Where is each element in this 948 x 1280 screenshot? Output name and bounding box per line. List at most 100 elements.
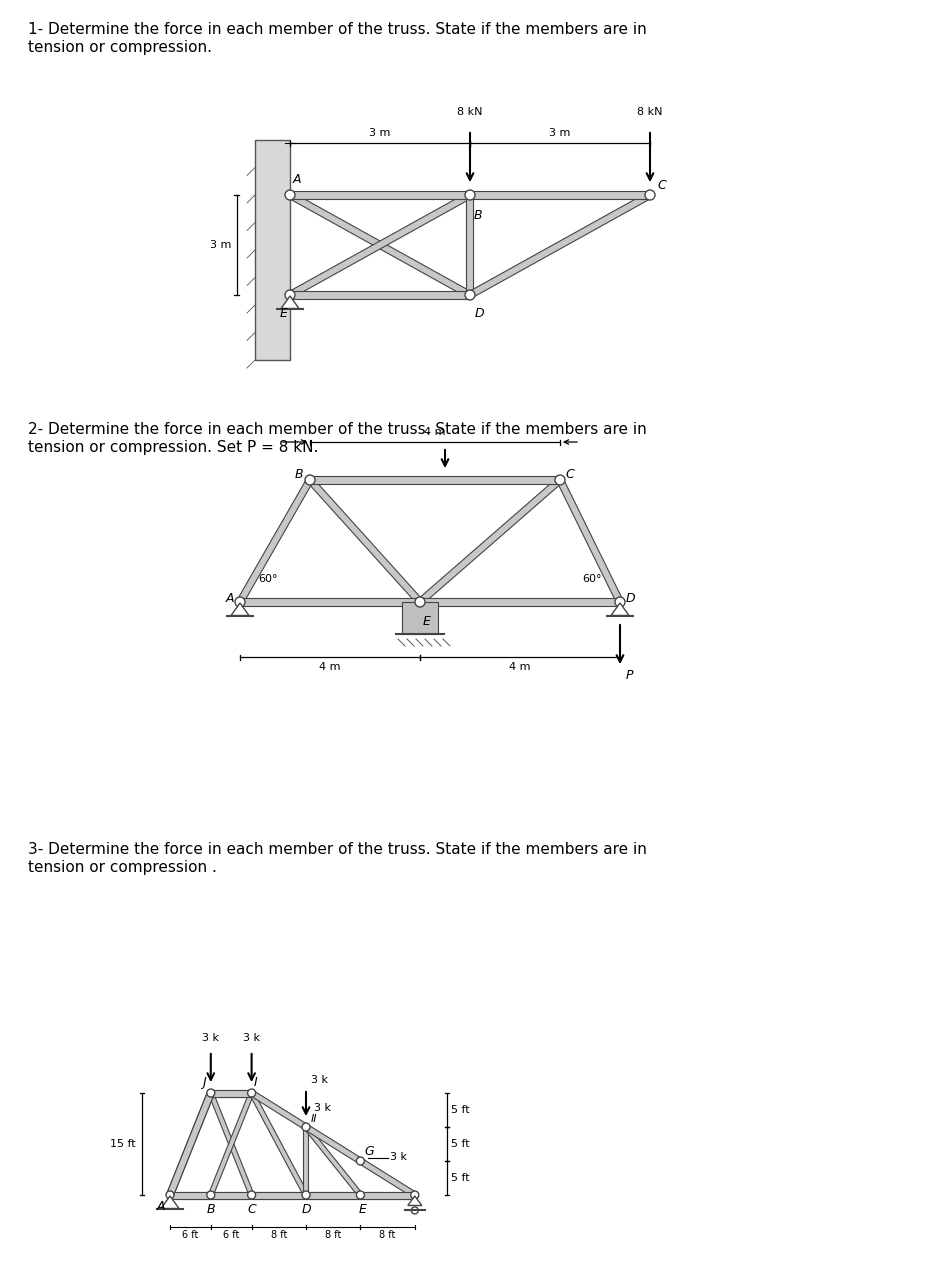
Polygon shape	[240, 598, 620, 605]
Circle shape	[465, 291, 475, 300]
Polygon shape	[288, 192, 472, 298]
Text: 8 ft: 8 ft	[270, 1230, 287, 1240]
Polygon shape	[231, 603, 249, 616]
Text: 8 kN: 8 kN	[637, 108, 663, 116]
Text: C: C	[247, 1203, 256, 1216]
Text: B: B	[207, 1203, 215, 1216]
Polygon shape	[210, 1089, 251, 1097]
Circle shape	[356, 1157, 364, 1165]
Text: B: B	[295, 468, 303, 481]
Text: P: P	[626, 669, 633, 682]
Circle shape	[207, 1190, 215, 1199]
Text: 4 m: 4 m	[509, 662, 531, 672]
Text: 6 ft: 6 ft	[182, 1230, 198, 1240]
Circle shape	[207, 1089, 215, 1097]
Polygon shape	[418, 477, 562, 604]
Text: A: A	[156, 1201, 165, 1213]
Text: 3 k: 3 k	[391, 1152, 408, 1162]
Text: 3 m: 3 m	[210, 241, 231, 250]
Text: 15 ft: 15 ft	[110, 1139, 136, 1149]
Circle shape	[410, 1190, 419, 1199]
Polygon shape	[161, 1196, 179, 1208]
Polygon shape	[303, 1126, 308, 1196]
Text: 3 m: 3 m	[370, 128, 391, 138]
Text: 3 k: 3 k	[243, 1033, 260, 1043]
Text: 8 kN: 8 kN	[457, 108, 483, 116]
Polygon shape	[210, 1089, 251, 1097]
Polygon shape	[468, 192, 651, 298]
Polygon shape	[304, 1125, 362, 1197]
Circle shape	[645, 189, 655, 200]
Text: C: C	[657, 179, 665, 192]
Text: 5 ft: 5 ft	[451, 1139, 469, 1149]
Text: tension or compression .: tension or compression .	[28, 860, 217, 876]
Polygon shape	[167, 1092, 214, 1197]
Text: 3 k: 3 k	[202, 1033, 219, 1043]
Circle shape	[285, 189, 295, 200]
Text: I: I	[254, 1076, 257, 1089]
Text: A: A	[226, 591, 234, 604]
Text: 8 ft: 8 ft	[325, 1230, 341, 1240]
Circle shape	[302, 1123, 310, 1132]
Circle shape	[302, 1190, 310, 1199]
Text: 3 m: 3 m	[549, 128, 571, 138]
Circle shape	[465, 189, 475, 200]
Circle shape	[247, 1190, 256, 1199]
Text: C: C	[565, 468, 574, 481]
Polygon shape	[281, 296, 299, 308]
Text: D: D	[626, 591, 635, 604]
Text: B: B	[474, 209, 483, 221]
Circle shape	[411, 1207, 418, 1213]
Polygon shape	[167, 1092, 214, 1197]
Circle shape	[356, 1190, 364, 1199]
Polygon shape	[170, 1192, 415, 1198]
Bar	[255, 140, 290, 360]
Polygon shape	[556, 479, 623, 604]
Text: 60°: 60°	[582, 573, 602, 584]
Text: 60°: 60°	[258, 573, 278, 584]
Text: 6 ft: 6 ft	[223, 1230, 240, 1240]
Polygon shape	[290, 291, 470, 300]
Polygon shape	[250, 1091, 307, 1129]
Text: D: D	[475, 307, 484, 320]
Text: tension or compression.: tension or compression.	[28, 40, 212, 55]
Text: 5 ft: 5 ft	[451, 1172, 469, 1183]
Text: 1- Determine the force in each member of the truss. State if the members are in: 1- Determine the force in each member of…	[28, 22, 647, 37]
Text: 3 k: 3 k	[311, 1075, 328, 1085]
Polygon shape	[249, 1092, 308, 1197]
Text: 5 ft: 5 ft	[451, 1105, 469, 1115]
Circle shape	[615, 596, 625, 607]
Polygon shape	[307, 477, 423, 604]
Polygon shape	[288, 192, 472, 298]
Polygon shape	[408, 1196, 422, 1206]
Text: G: G	[364, 1146, 374, 1158]
Circle shape	[235, 596, 245, 607]
Text: A: A	[293, 173, 301, 186]
Text: 4 m: 4 m	[319, 662, 340, 672]
Polygon shape	[358, 1158, 416, 1198]
Circle shape	[415, 596, 425, 607]
Polygon shape	[310, 476, 560, 484]
Text: 3- Determine the force in each member of the truss. State if the members are in: 3- Determine the force in each member of…	[28, 842, 647, 858]
Text: 8 ft: 8 ft	[379, 1230, 395, 1240]
Polygon shape	[209, 1092, 254, 1196]
Bar	[402, 602, 438, 634]
Text: 2- Determine the force in each member of the truss. State if the members are in: 2- Determine the force in each member of…	[28, 422, 647, 436]
Text: E: E	[358, 1203, 366, 1216]
Text: tension or compression. Set P = 8 kN.: tension or compression. Set P = 8 kN.	[28, 440, 319, 454]
Text: II: II	[311, 1114, 318, 1124]
Polygon shape	[290, 191, 650, 198]
Polygon shape	[466, 195, 473, 294]
Circle shape	[166, 1190, 174, 1199]
Text: E: E	[280, 307, 288, 320]
Circle shape	[305, 475, 315, 485]
Text: J: J	[202, 1076, 206, 1089]
Polygon shape	[170, 1192, 415, 1198]
Text: 3 k: 3 k	[314, 1103, 331, 1114]
Circle shape	[247, 1089, 256, 1097]
Polygon shape	[237, 479, 313, 604]
Text: E: E	[423, 614, 431, 628]
Circle shape	[555, 475, 565, 485]
Polygon shape	[209, 1092, 254, 1196]
Circle shape	[285, 291, 295, 300]
